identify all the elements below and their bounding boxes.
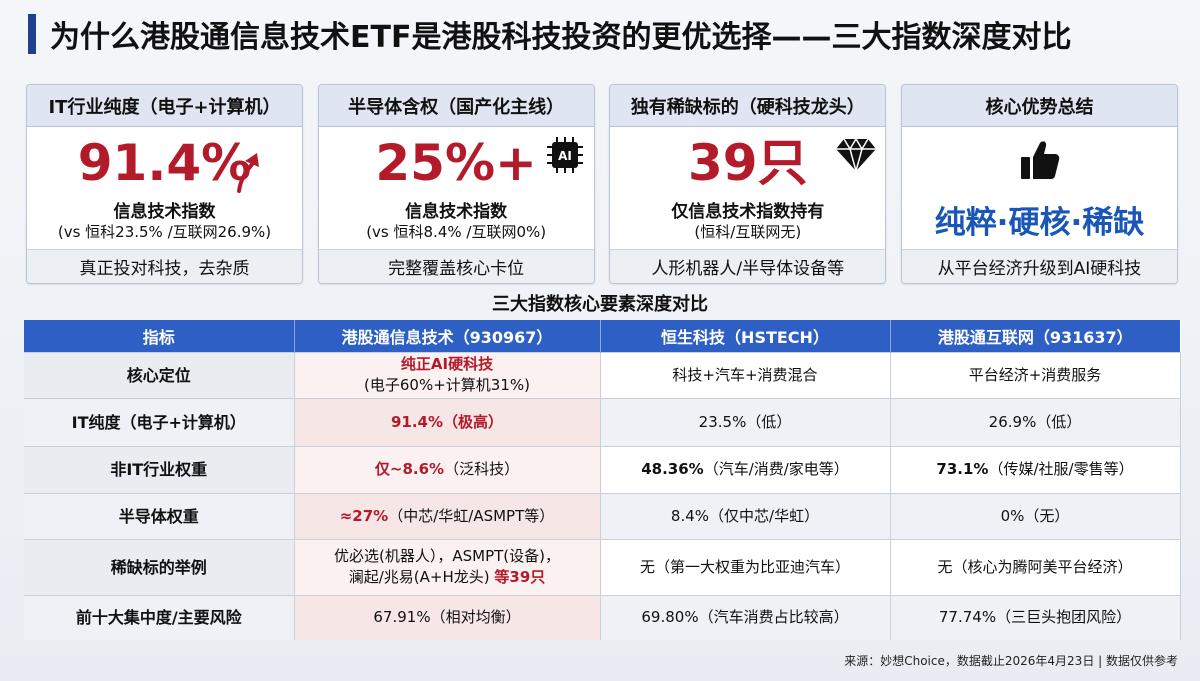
card-header: 核心优势总结: [901, 85, 1177, 127]
diamond-icon: [836, 137, 877, 172]
table-cell: 纯正AI硬科技 (电子60%+计算机31%): [294, 351, 601, 398]
cell-text: (电子60%+计算机31%): [364, 376, 530, 394]
table-cell: 67.91%（相对均衡）: [294, 594, 601, 640]
cell-text: （泛科技）: [444, 460, 520, 478]
table-cell: 科技+汽车+消费混合: [600, 351, 891, 398]
cell-highlight: 仅~8.6%: [374, 460, 445, 478]
table-cell: 69.80%（汽车消费占比较高）: [600, 594, 891, 640]
table-cell: 23.5%（低）: [600, 397, 891, 446]
table-cell: 优必选(机器人），ASMPT(设备)， 澜起/兆易(A+H龙头) 等39只: [294, 538, 601, 595]
cell-text: （汽车/消费/家电等）: [703, 460, 849, 478]
cell-highlight: 91.4%（极高）: [390, 412, 504, 431]
card-line2: (vs 恒科8.4% /互联网0%): [366, 223, 547, 241]
table-row: 非IT行业权重 仅~8.6%（泛科技） 48.36%（汽车/消费/家电等） 73…: [24, 445, 1181, 493]
card-it-purity: IT行业纯度（电子+计算机） 91.4% 信息技术指数 (vs 恒科23.5% …: [26, 84, 303, 284]
column-header: 恒生科技（HSTECH）: [600, 320, 891, 352]
table-row: 稀缺标的举例 优必选(机器人），ASMPT(设备)， 澜起/兆易(A+H龙头) …: [24, 538, 1181, 595]
table-cell: 48.36%（汽车/消费/家电等）: [600, 445, 891, 493]
table-cell: 无（第一大权重为比亚迪汽车）: [600, 538, 891, 595]
card-big-value: 39只: [610, 135, 885, 191]
table-cell: 73.1%（传媒/社服/零售等）: [890, 445, 1181, 493]
column-header: 港股通互联网（931637）: [890, 320, 1180, 352]
card-scarce-holdings: 独有稀缺标的（硬科技龙头） 39只 仅信息技术指数持有 (恒科/互联网无) 人形…: [609, 84, 887, 284]
card-footer: 从平台经济升级到AI硬科技: [901, 249, 1177, 283]
big-number: 39只: [688, 134, 808, 192]
cell-text: （中芯/华虹/ASMPT等）: [388, 506, 555, 525]
card-footer: 人形机器人/半导体设备等: [610, 249, 886, 283]
card-header: 半导体含权（国产化主线）: [318, 85, 594, 127]
summary-cards: IT行业纯度（电子+计算机） 91.4% 信息技术指数 (vs 恒科23.5% …: [26, 84, 1178, 284]
cell-highlight: 纯正AI硬科技: [400, 355, 494, 373]
cell-bold: 48.36%: [641, 460, 704, 478]
cell-highlight: 等39只: [494, 568, 546, 586]
table-cell: 仅~8.6%（泛科技）: [294, 445, 601, 493]
source-note: 来源：妙想Choice，数据截止2026年4月23日 | 数据仅供参考: [844, 654, 1178, 668]
card-body: 纯粹·硬核·稀缺: [902, 127, 1177, 249]
card-line1: 仅信息技术指数持有: [671, 202, 825, 222]
comparison-table: 指标 港股通信息技术（930967） 恒生科技（HSTECH） 港股通互联网（9…: [24, 320, 1181, 640]
row-label: 非IT行业权重: [24, 445, 295, 493]
cell-text: （传媒/社服/零售等）: [988, 460, 1134, 478]
table-cell: 26.9%（低）: [890, 397, 1181, 446]
table-cell: 无（核心为腾阿美平台经济）: [890, 538, 1181, 595]
card-semiconductor: 半导体含权（国产化主线） 25%+ AI 信息技术指数 (vs 恒科8.4% /…: [317, 84, 595, 284]
card-big-value: 25%+: [319, 135, 594, 191]
row-label: 核心定位: [24, 351, 295, 398]
cell-text: 优必选(机器人），ASMPT(设备)，: [334, 547, 560, 565]
thumbs-up-icon: [1020, 141, 1060, 179]
column-header: 港股通信息技术（930967）: [294, 320, 601, 352]
table-row: 核心定位 纯正AI硬科技 (电子60%+计算机31%) 科技+汽车+消费混合 平…: [24, 351, 1181, 398]
card-body: 91.4% 信息技术指数 (vs 恒科23.5% /互联网26.9%): [27, 127, 302, 249]
card-big-value: 91.4%: [27, 135, 302, 191]
card-line1: 信息技术指数: [113, 202, 216, 222]
table-row: 半导体权重 ≈27%（中芯/华虹/ASMPT等） 8.4%（仅中芯/华虹） 0%…: [24, 492, 1181, 539]
page-title: 为什么港股通信息技术ETF是港股科技投资的更优选择——三大指数深度对比: [50, 20, 1072, 55]
ai-chip-label: AI: [558, 149, 572, 163]
card-footer: 真正投对科技，去杂质: [27, 249, 302, 283]
cell-text: 澜起/兆易(A+H龙头): [348, 568, 490, 586]
card-header: 独有稀缺标的（硬科技龙头）: [610, 85, 886, 127]
card-line2: (vs 恒科23.5% /互联网26.9%): [57, 223, 272, 241]
title-bar: 为什么港股通信息技术ETF是港股科技投资的更优选择——三大指数深度对比: [28, 12, 1178, 56]
card-line2: (恒科/互联网无): [694, 223, 802, 241]
card-summary: 核心优势总结 纯粹·硬核·稀缺 从平台经济升级到AI硬科技: [900, 84, 1178, 284]
table-cell: ≈27%（中芯/华虹/ASMPT等）: [294, 492, 601, 539]
row-label: 前十大集中度/主要风险: [24, 594, 295, 640]
cell-highlight: ≈27%: [339, 506, 389, 525]
card-body: 25%+ AI 信息技术指数 (vs 恒科8.4% /互联网0%): [319, 127, 594, 249]
table-cell: 0%（无）: [890, 492, 1181, 539]
row-label: 稀缺标的举例: [24, 538, 295, 595]
table-cell: 平台经济+消费服务: [890, 351, 1181, 398]
cell-bold: 73.1%: [936, 460, 989, 478]
slogan: 纯粹·硬核·稀缺: [934, 205, 1145, 241]
card-header: IT行业纯度（电子+计算机）: [27, 85, 302, 127]
cell-text-line2: 澜起/兆易(A+H龙头) 等39只: [295, 567, 600, 588]
trend-up-icon: [237, 153, 259, 193]
card-footer: 完整覆盖核心卡位: [318, 249, 594, 283]
table-cell: 91.4%（极高）: [294, 397, 601, 446]
table-title: 三大指数核心要素深度对比: [492, 294, 708, 315]
column-header: 指标: [24, 320, 295, 352]
ai-chip-icon: AI: [546, 137, 583, 173]
table-row: IT纯度（电子+计算机） 91.4%（极高） 23.5%（低） 26.9%（低）: [24, 397, 1181, 446]
table-row: 前十大集中度/主要风险 67.91%（相对均衡） 69.80%（汽车消费占比较高…: [24, 594, 1181, 640]
card-line1: 信息技术指数: [405, 202, 508, 222]
table-header-row: 指标 港股通信息技术（930967） 恒生科技（HSTECH） 港股通互联网（9…: [24, 320, 1180, 352]
table-cell: 77.74%（三巨头抱团风险）: [890, 594, 1181, 640]
big-number: 91.4%: [77, 134, 252, 192]
title-accent-bar: [28, 14, 36, 54]
row-label: IT纯度（电子+计算机）: [24, 397, 295, 446]
row-label: 半导体权重: [24, 492, 295, 539]
card-body: 39只 仅信息技术指数持有 (恒科/互联网无): [610, 127, 885, 249]
big-number: 25%+: [375, 134, 537, 192]
table-cell: 8.4%（仅中芯/华虹）: [600, 492, 891, 539]
